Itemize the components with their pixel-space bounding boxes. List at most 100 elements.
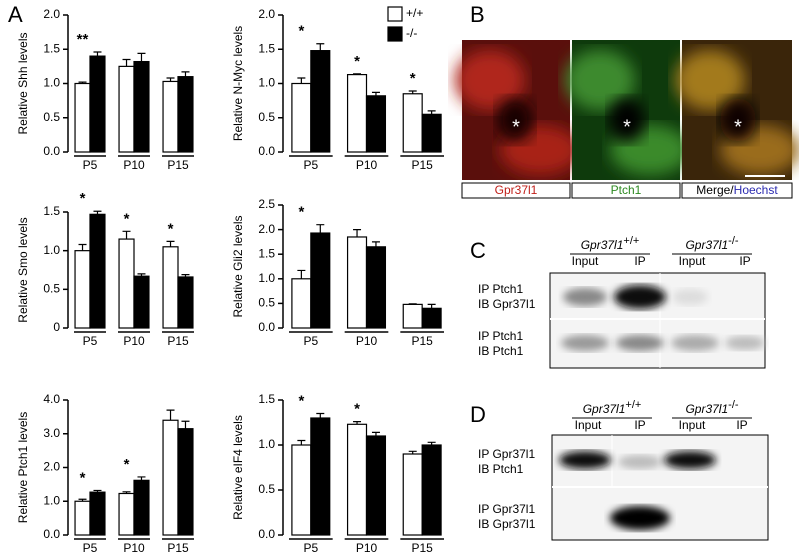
image-blob: [609, 98, 645, 142]
y-tick-label: 0.5: [258, 482, 275, 496]
bar: [402, 303, 423, 329]
lane-label: IP: [634, 254, 645, 268]
band: [610, 506, 670, 530]
significance: *: [124, 210, 130, 227]
image-blob: [455, 50, 525, 110]
significance: *: [354, 401, 360, 418]
genotype-label: Gpr37l1+/+: [583, 399, 642, 416]
error-bar: [166, 77, 175, 82]
error-bar: [297, 439, 306, 445]
bar: [74, 82, 91, 153]
row-label: IP Gpr37l1: [478, 447, 535, 461]
y-tick-label: 0: [53, 320, 60, 334]
error-bar: [122, 230, 131, 240]
panel-label: C: [470, 238, 486, 263]
error-bar: [181, 420, 190, 429]
genotype-label: Gpr37l1-/-: [685, 235, 738, 252]
band: [618, 455, 662, 469]
band: [561, 335, 609, 351]
x-tick-label: P5: [303, 158, 318, 172]
y-tick-label: 3.0: [43, 426, 60, 440]
bar: [162, 419, 179, 536]
gene-name: Gpr37l1: [583, 402, 626, 416]
error-bar: [122, 58, 131, 67]
image-mark: *: [734, 116, 742, 138]
band: [671, 335, 719, 351]
x-tick-label: P5: [83, 334, 98, 348]
bar: [177, 76, 194, 153]
row-label: IB Gpr37l1: [478, 517, 536, 531]
bar: [89, 491, 106, 536]
error-bar: [371, 431, 380, 436]
genotype: -/-: [728, 235, 739, 247]
lane-label: Input: [679, 418, 706, 432]
error-bar: [78, 498, 87, 502]
band: [559, 451, 611, 469]
x-tick-label: P10: [356, 541, 378, 555]
y-tick-label: 1.0: [258, 76, 275, 90]
significance: *: [80, 469, 86, 486]
y-tick-label: 1.0: [43, 493, 60, 507]
y-tick-label: 0.5: [258, 296, 275, 310]
error-bar: [93, 210, 102, 215]
y-tick-label: 0.5: [43, 110, 60, 124]
bar: [89, 55, 106, 153]
y-axis-label: Relative eIF4 levels: [231, 415, 245, 520]
legend-label: -/-: [406, 26, 417, 40]
y-axis-label: Relative Shh levels: [16, 32, 30, 134]
bar: [291, 278, 312, 329]
band: [563, 288, 607, 306]
band: [664, 451, 716, 469]
bar-chart: 0 0.5 1.0 1.5 Relative Smo levels P5 * P10 * P15 *: [16, 190, 194, 348]
error-bar: [408, 450, 417, 454]
significance: *: [298, 204, 304, 221]
significance: *: [80, 190, 86, 207]
blot-frame: [549, 272, 766, 369]
y-tick-label: 1.0: [43, 76, 60, 90]
x-tick-label: P15: [167, 334, 189, 348]
bar: [177, 428, 194, 536]
y-tick-label: 1.5: [43, 41, 60, 55]
legend-label: +/+: [406, 6, 423, 20]
x-tick-label: P15: [411, 334, 433, 348]
error-bar: [353, 421, 362, 425]
gene-name: Gpr37l1: [685, 238, 728, 252]
error-bar: [137, 476, 146, 481]
panel-label: B: [470, 2, 485, 27]
error-bar: [166, 409, 175, 421]
significance: **: [77, 31, 89, 48]
y-axis-label: Relative Smo levels: [16, 217, 30, 322]
lane-label: IP: [736, 418, 747, 432]
label-box: [571, 182, 681, 199]
micrographs: * * * Gpr37l1 Ptch1 Merge/Hoechst: [455, 40, 799, 199]
genotype-label: Gpr37l1-/-: [685, 399, 738, 416]
x-tick-label: P10: [356, 158, 378, 172]
error-bar: [427, 110, 436, 115]
x-tick-label: P5: [303, 334, 318, 348]
bar: [310, 50, 331, 153]
lane-label: Input: [572, 254, 599, 268]
lane-label: Input: [679, 254, 706, 268]
error-bar: [181, 274, 190, 277]
bar: [421, 307, 442, 329]
significance: *: [124, 456, 130, 473]
error-bar: [166, 240, 175, 247]
label-box: [681, 182, 793, 199]
x-tick-label: P10: [123, 541, 145, 555]
x-tick-label: P15: [411, 541, 433, 555]
x-tick-label: P15: [167, 158, 189, 172]
bar: [162, 246, 179, 329]
bar: [365, 435, 387, 536]
x-tick-label: P5: [83, 158, 98, 172]
channel-label: Merge/Hoechst: [696, 183, 778, 197]
error-bar: [78, 81, 87, 84]
bar: [402, 453, 423, 536]
merge-label: Merge/: [696, 183, 734, 197]
lane-label: IP: [634, 418, 645, 432]
error-bar: [427, 303, 436, 309]
bar-chart: 0.0 0.5 1.0 1.5 2.0 2.5 Relative Gli2 levels P5…: [231, 197, 444, 348]
panel-label: A: [8, 2, 23, 27]
band: [616, 335, 664, 351]
error-bar: [93, 51, 102, 57]
